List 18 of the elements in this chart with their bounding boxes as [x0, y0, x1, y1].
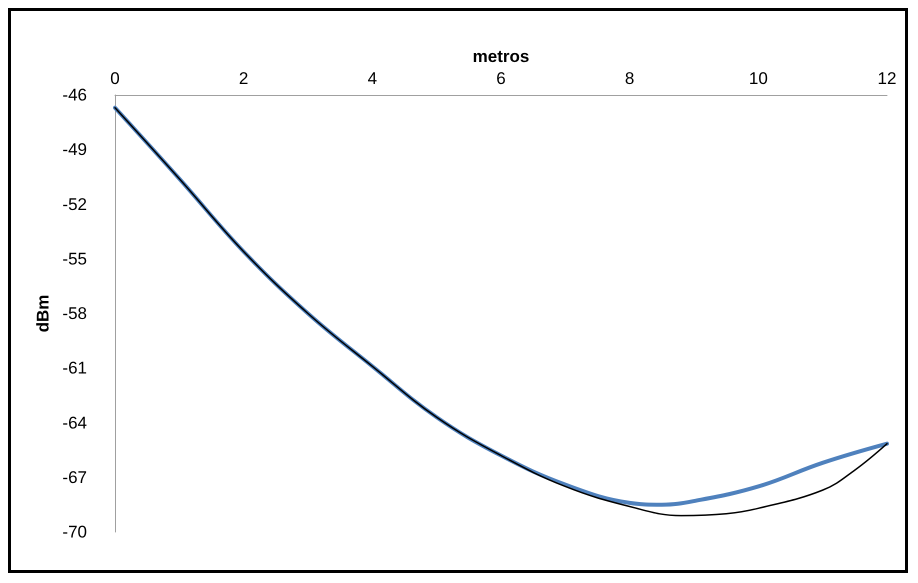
y-tick-label: -46: [62, 86, 87, 104]
y-tick-label: -58: [62, 304, 87, 323]
y-tick-label: -52: [62, 194, 87, 214]
y-tick-label: -70: [62, 522, 87, 542]
x-tick-label: 0: [110, 69, 120, 88]
y-tick-label: -49: [62, 140, 87, 160]
x-tick-label: 12: [878, 69, 896, 88]
y-axis-title: dBm: [34, 294, 53, 332]
y-tick-label: -55: [62, 249, 87, 268]
x-axis-title: metros: [472, 47, 530, 66]
x-tick-label: 10: [748, 69, 768, 88]
y-tick-label: -64: [62, 413, 87, 432]
x-tick-label: 8: [624, 69, 634, 88]
y-tick-label: -67: [62, 468, 87, 487]
y-tick-label: -61: [62, 358, 87, 378]
x-tick-label: 4: [368, 69, 378, 88]
x-tick-label: 6: [496, 69, 506, 88]
x-tick-label: 2: [238, 69, 248, 88]
